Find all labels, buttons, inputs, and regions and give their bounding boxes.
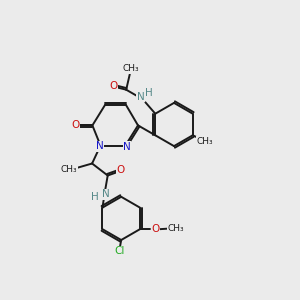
Text: O: O [71, 120, 80, 130]
Text: CH₃: CH₃ [61, 165, 77, 174]
Text: H: H [91, 192, 99, 203]
Text: N: N [96, 141, 104, 151]
Text: O: O [152, 224, 160, 234]
Text: N: N [137, 92, 145, 102]
Text: CH₃: CH₃ [196, 137, 213, 146]
Text: Cl: Cl [115, 246, 125, 256]
Text: H: H [145, 88, 152, 98]
Text: N: N [123, 142, 131, 152]
Text: N: N [102, 189, 110, 200]
Text: O: O [110, 81, 118, 91]
Text: CH₃: CH₃ [168, 224, 184, 233]
Text: O: O [117, 165, 125, 175]
Text: CH₃: CH₃ [123, 64, 140, 73]
